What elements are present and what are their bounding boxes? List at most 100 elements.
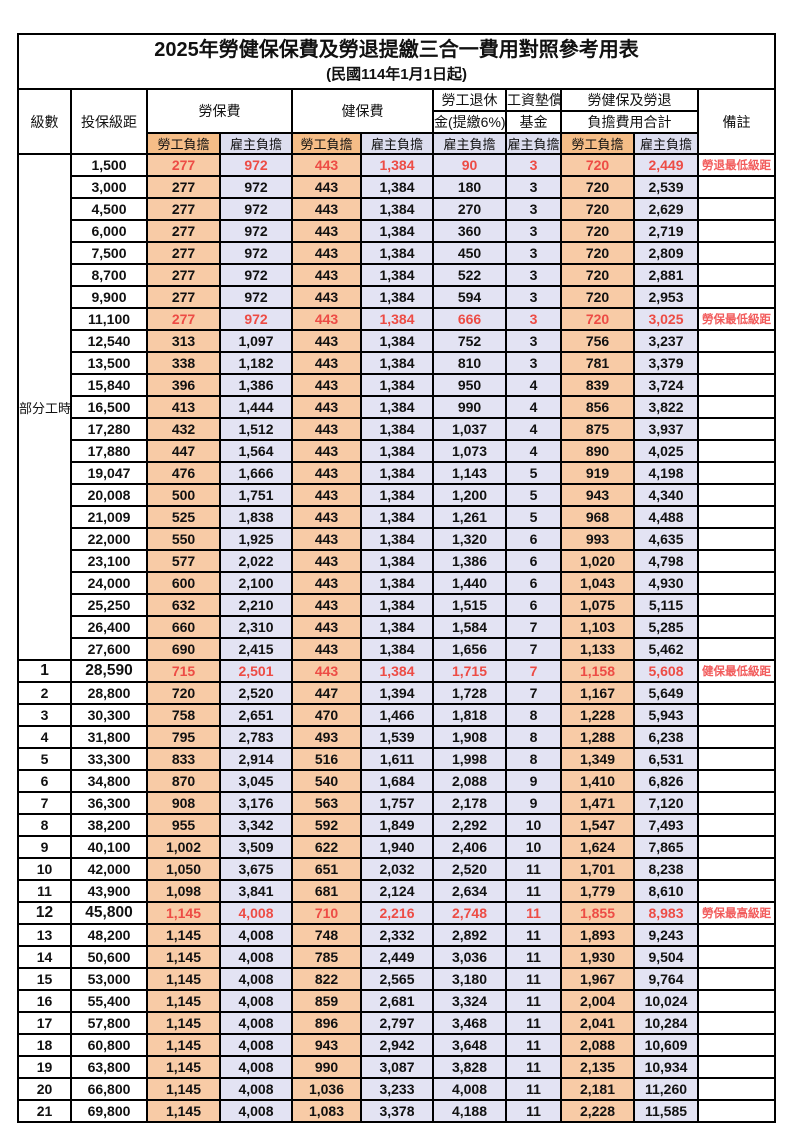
cell-health-employee: 443 <box>291 197 362 221</box>
cell-insured-bracket: 17,280 <box>70 417 148 441</box>
cell-note <box>696 703 777 727</box>
cell-total-employer: 8,238 <box>633 857 699 881</box>
cell-total-employer: 11,260 <box>633 1077 699 1101</box>
table-row: 5 33,300 833 2,914 516 1,611 1,998 8 1,349 6,531 <box>17 747 777 771</box>
cell-pension-employer: 1,908 <box>432 725 507 749</box>
cell-total-employee: 890 <box>560 439 635 463</box>
table-row: 17,880 447 1,564 443 1,384 1,073 4 890 4,025 <box>18 439 777 463</box>
cell-health-employer: 1,384 <box>360 439 434 463</box>
cell-total-employer: 8,610 <box>633 879 699 903</box>
cell-total-employee: 2,181 <box>560 1077 635 1101</box>
cell-labor-employer: 4,008 <box>219 1055 293 1079</box>
cell-total-employee: 1,075 <box>560 593 635 617</box>
cell-health-employer: 1,394 <box>360 681 434 705</box>
cell-health-employer: 1,384 <box>360 197 434 221</box>
cell-labor-employee: 550 <box>146 527 221 551</box>
cell-wage-fund-employer: 11 <box>505 901 562 925</box>
table-row: 12,540 313 1,097 443 1,384 752 3 756 3,237 <box>18 329 777 353</box>
cell-labor-employer: 2,310 <box>219 615 293 639</box>
cell-wage-fund-employer: 5 <box>505 461 562 485</box>
cell-total-employee: 1,893 <box>560 923 635 947</box>
page-subtitle: (民國114年1月1日起) <box>326 66 467 83</box>
cell-insured-bracket: 16,500 <box>70 395 148 419</box>
cell-labor-employee: 277 <box>146 153 221 177</box>
cell-insured-bracket: 60,800 <box>70 1033 148 1057</box>
cell-total-employer: 7,120 <box>633 791 699 815</box>
cell-health-employee: 563 <box>291 791 362 815</box>
cell-health-employee: 443 <box>291 659 362 683</box>
cell-wage-fund-employer: 6 <box>505 549 562 573</box>
cell-total-employee: 720 <box>560 197 635 221</box>
cell-labor-employer: 4,008 <box>219 901 293 925</box>
cell-insured-bracket: 63,800 <box>70 1055 148 1079</box>
cell-health-employee: 443 <box>291 307 362 331</box>
cell-wage-fund-employer: 11 <box>505 989 562 1013</box>
cell-insured-bracket: 19,047 <box>70 461 148 485</box>
cell-health-employee: 443 <box>291 373 362 397</box>
cell-level: 13 <box>17 923 72 947</box>
cell-health-employer: 1,384 <box>360 637 434 661</box>
cell-insured-bracket: 28,800 <box>70 681 148 705</box>
cell-level: 12 <box>17 901 72 925</box>
cell-total-employee: 1,779 <box>560 879 635 903</box>
cell-note <box>696 461 777 485</box>
cell-insured-bracket: 3,000 <box>70 175 148 199</box>
cell-insured-bracket: 28,590 <box>70 659 148 683</box>
cell-health-employee: 443 <box>291 439 362 463</box>
cell-pension-employer: 1,073 <box>432 439 507 463</box>
cell-health-employer: 1,384 <box>360 527 434 551</box>
cell-health-employer: 1,384 <box>360 307 434 331</box>
cell-total-employer: 3,025 <box>633 307 699 331</box>
table-row: 3,000 277 972 443 1,384 180 3 720 2,539 <box>18 175 777 199</box>
cell-insured-bracket: 15,840 <box>70 373 148 397</box>
cell-health-employee: 443 <box>291 285 362 309</box>
cell-labor-employer: 1,666 <box>219 461 293 485</box>
cell-insured-bracket: 27,600 <box>70 637 148 661</box>
premium-reference-table: 2025年勞健保保費及勞退提繳三合一費用對照參考用表 (民國114年1月1日起)… <box>16 33 777 1123</box>
cell-pension-employer: 3,648 <box>432 1033 507 1057</box>
cell-insured-bracket: 66,800 <box>70 1077 148 1101</box>
cell-level: 14 <box>17 945 72 969</box>
cell-labor-employee: 1,145 <box>146 901 221 925</box>
subheader-health-employer: 雇主負擔 <box>360 132 434 155</box>
subheader-labor-employee: 勞工負擔 <box>146 132 221 155</box>
cell-total-employee: 2,088 <box>560 1033 635 1057</box>
cell-note <box>696 1011 777 1035</box>
table-row: 9 40,100 1,002 3,509 622 1,940 2,406 10 1,624 7,8… <box>17 835 777 859</box>
cell-health-employee: 443 <box>291 175 362 199</box>
cell-wage-fund-employer: 11 <box>505 1033 562 1057</box>
cell-level: 19 <box>17 1055 72 1079</box>
cell-level: 7 <box>17 791 72 815</box>
cell-health-employee: 651 <box>291 857 362 881</box>
cell-health-employee: 443 <box>291 263 362 287</box>
cell-labor-employer: 2,520 <box>219 681 293 705</box>
cell-insured-bracket: 30,300 <box>70 703 148 727</box>
cell-total-employee: 2,135 <box>560 1055 635 1079</box>
cell-health-employer: 1,384 <box>360 329 434 353</box>
cell-level: 3 <box>17 703 72 727</box>
cell-pension-employer: 3,828 <box>432 1055 507 1079</box>
cell-labor-employee: 1,098 <box>146 879 221 903</box>
cell-labor-employer: 3,342 <box>219 813 293 837</box>
cell-labor-employer: 972 <box>219 263 293 287</box>
cell-wage-fund-employer: 3 <box>505 351 562 375</box>
cell-note: 勞保最高級距 <box>696 901 777 925</box>
cell-level: 17 <box>17 1011 72 1035</box>
cell-pension-employer: 1,386 <box>432 549 507 573</box>
table-row: 16 55,400 1,145 4,008 859 2,681 3,324 11 2,004 10… <box>17 989 777 1013</box>
cell-labor-employer: 2,651 <box>219 703 293 727</box>
cell-health-employee: 443 <box>291 527 362 551</box>
cell-total-employer: 3,237 <box>633 329 699 353</box>
header-pension-line2: 金(提繳6%) <box>432 110 507 134</box>
cell-labor-employer: 4,008 <box>219 1099 293 1123</box>
cell-note <box>696 813 777 837</box>
cell-level: 20 <box>17 1077 72 1101</box>
cell-level: 2 <box>17 681 72 705</box>
cell-insured-bracket: 13,500 <box>70 351 148 375</box>
cell-total-employer: 4,198 <box>633 461 699 485</box>
cell-labor-employee: 1,145 <box>146 989 221 1013</box>
cell-insured-bracket: 33,300 <box>70 747 148 771</box>
cell-health-employer: 1,384 <box>360 461 434 485</box>
cell-health-employer: 2,332 <box>360 923 434 947</box>
cell-insured-bracket: 55,400 <box>70 989 148 1013</box>
